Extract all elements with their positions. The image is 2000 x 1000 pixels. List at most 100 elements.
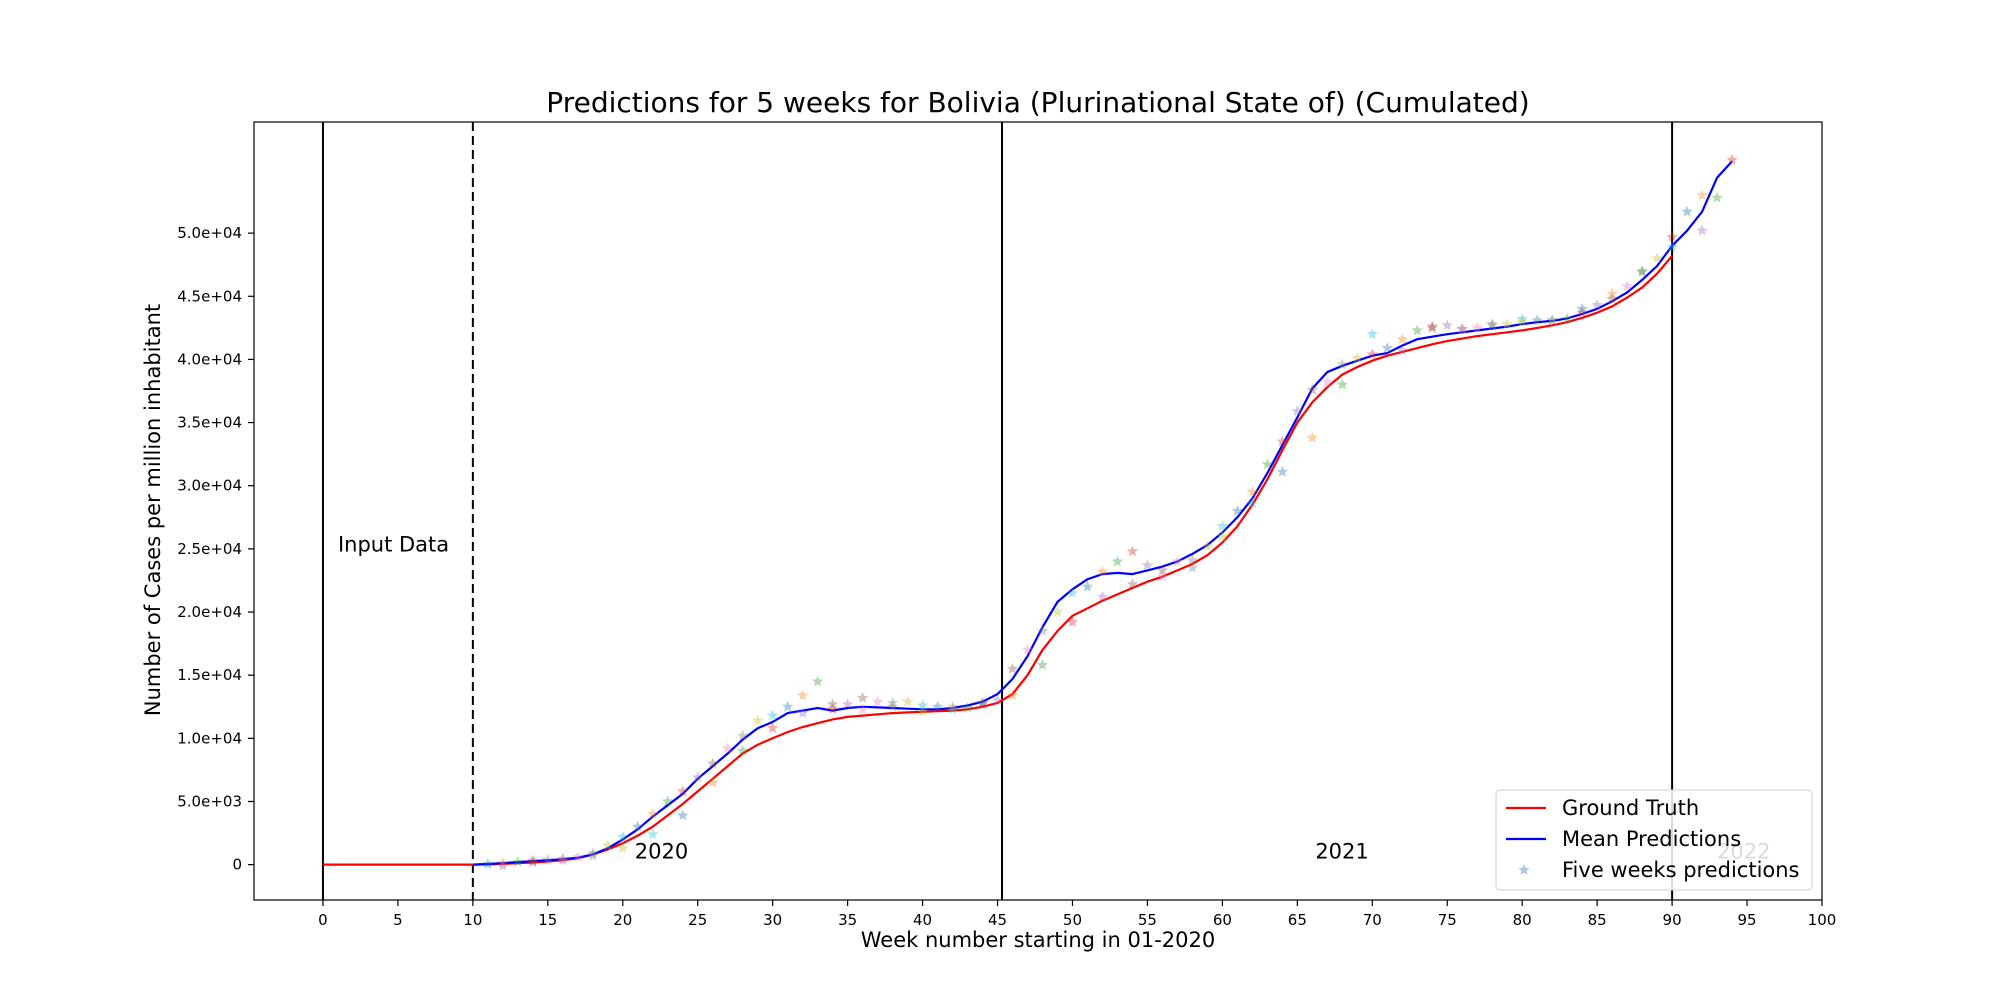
prediction-star xyxy=(976,697,989,708)
x-tick-label: 40 xyxy=(913,911,932,929)
prediction-star xyxy=(1081,580,1094,592)
prediction-star xyxy=(602,839,614,851)
prediction-star xyxy=(1441,319,1453,331)
prediction-star xyxy=(1111,555,1124,567)
prediction-star xyxy=(1366,328,1378,339)
prediction-star xyxy=(1486,318,1498,329)
prediction-star xyxy=(617,830,629,842)
prediction-star xyxy=(1636,265,1648,276)
prediction-star xyxy=(1126,545,1139,557)
y-tick-label: 2.5e+04 xyxy=(177,540,242,558)
prediction-star xyxy=(946,703,959,715)
prediction-star xyxy=(871,695,884,707)
prediction-star xyxy=(1276,435,1289,447)
prediction-star xyxy=(647,808,659,819)
prediction-star xyxy=(1666,230,1678,242)
prediction-star xyxy=(1006,689,1019,701)
prediction-star xyxy=(976,698,989,710)
prediction-star xyxy=(677,785,689,797)
prediction-star xyxy=(677,809,689,821)
prediction-star xyxy=(1021,643,1034,655)
prediction-star xyxy=(1336,378,1348,390)
prediction-star xyxy=(767,722,779,734)
plot-area: Input Data202020212022 xyxy=(321,122,1771,900)
prediction-star xyxy=(782,700,794,712)
prediction-star xyxy=(1456,323,1468,334)
prediction-star xyxy=(1621,280,1633,291)
prediction-star xyxy=(1576,306,1588,318)
y-tick-label: 2.0e+04 xyxy=(177,603,242,621)
x-axis-label: Week number starting in 01-2020 xyxy=(861,928,1215,952)
prediction-star xyxy=(587,847,599,859)
prediction-star xyxy=(1501,318,1513,329)
y-tick-label: 4.0e+04 xyxy=(177,350,242,368)
prediction-star xyxy=(1186,561,1199,573)
prediction-star xyxy=(1396,344,1408,356)
prediction-star xyxy=(707,776,719,788)
prediction-star xyxy=(1531,314,1543,326)
prediction-star xyxy=(1261,458,1274,470)
prediction-star xyxy=(1486,319,1498,331)
annotation: Input Data xyxy=(338,532,449,556)
legend-label: Mean Predictions xyxy=(1562,827,1741,851)
legend-marker xyxy=(1518,864,1530,875)
prediction-star xyxy=(886,697,899,708)
prediction-star xyxy=(856,703,869,715)
x-tick-label: 70 xyxy=(1363,911,1382,929)
prediction-star xyxy=(1456,323,1468,334)
prediction-star xyxy=(1606,292,1618,304)
prediction-star xyxy=(1276,465,1289,477)
legend-label: Ground Truth xyxy=(1562,796,1699,820)
plot-frame xyxy=(253,121,1823,901)
prediction-star xyxy=(482,858,494,869)
prediction-star xyxy=(557,854,569,866)
prediction-star xyxy=(1096,565,1109,577)
y-tick-label: 3.5e+04 xyxy=(177,414,242,432)
legend-label: Five weeks predictions xyxy=(1562,858,1800,882)
prediction-star xyxy=(856,691,869,703)
y-tick-label: 5.0e+03 xyxy=(177,792,242,810)
x-tick-label: 90 xyxy=(1663,911,1682,929)
prediction-star xyxy=(1066,616,1079,627)
prediction-star xyxy=(1036,625,1049,636)
prediction-star xyxy=(841,698,854,710)
prediction-star xyxy=(886,700,899,712)
x-tick-label: 0 xyxy=(318,911,328,929)
prediction-star xyxy=(1426,321,1438,333)
prediction-star xyxy=(587,849,599,861)
prediction-star xyxy=(1306,383,1318,395)
prediction-star xyxy=(1291,405,1303,417)
prediction-star xyxy=(1336,358,1348,370)
prediction-star xyxy=(662,795,674,807)
prediction-star xyxy=(1651,252,1663,264)
series-line xyxy=(323,255,1673,866)
prediction-star xyxy=(1561,313,1573,324)
prediction-star xyxy=(692,771,704,783)
prediction-star xyxy=(1696,189,1708,201)
prediction-star xyxy=(961,702,974,713)
legend-box xyxy=(1495,789,1813,891)
y-axis-label: Number of Cases per million inhabitant xyxy=(141,304,165,716)
prediction-star xyxy=(752,714,764,726)
y-tick-label: 0 xyxy=(232,856,242,874)
prediction-star xyxy=(1216,530,1229,542)
prediction-star xyxy=(1051,606,1064,617)
prediction-star xyxy=(1696,224,1708,236)
prediction-star xyxy=(796,707,809,718)
prediction-star xyxy=(497,856,509,868)
prediction-star xyxy=(1156,570,1169,582)
x-tick-label: 55 xyxy=(1138,911,1157,929)
prediction-star xyxy=(1216,520,1229,531)
prediction-star xyxy=(901,695,914,707)
prediction-star xyxy=(931,700,944,712)
prediction-star xyxy=(796,689,809,701)
prediction-star xyxy=(527,854,539,866)
prediction-star xyxy=(527,856,539,868)
plot-content: Input Data202020212022 xyxy=(321,122,1771,900)
x-tick-label: 35 xyxy=(838,911,857,929)
x-tick-label: 30 xyxy=(763,911,782,929)
x-tick-label: 100 xyxy=(1808,911,1837,929)
prediction-star xyxy=(557,853,569,864)
prediction-star xyxy=(1321,376,1333,387)
